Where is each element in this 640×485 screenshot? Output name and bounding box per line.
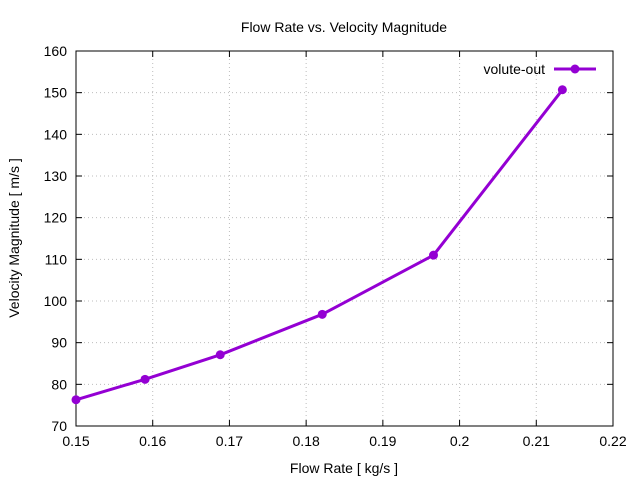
grid-lines [76, 51, 613, 426]
legend-label-volute-out: volute-out [484, 61, 546, 77]
y-tick-label: 160 [44, 43, 68, 59]
data-point-volute-out [140, 374, 150, 384]
data-point-volute-out [557, 85, 567, 95]
plot-frame [75, 50, 614, 427]
data-point-volute-out [71, 395, 81, 405]
x-tick-label: 0.21 [523, 433, 550, 449]
legend: volute-out [484, 61, 596, 77]
y-tick-label: 120 [44, 210, 68, 226]
y-tick-label: 140 [44, 126, 68, 142]
x-tick-label: 0.17 [216, 433, 243, 449]
series-layer [71, 85, 567, 405]
y-axis-title: Velocity Magnitude [ m/s ] [6, 158, 22, 318]
data-point-volute-out [317, 309, 327, 319]
x-tick-label: 0.15 [62, 433, 89, 449]
x-tick-label: 0.16 [139, 433, 166, 449]
series-line-volute-out [75, 88, 564, 402]
chart-title: Flow Rate vs. Velocity Magnitude [241, 19, 447, 35]
y-tick-label: 80 [51, 376, 67, 392]
y-tick-label: 150 [44, 85, 68, 101]
data-point-volute-out [428, 250, 438, 260]
y-tick-label: 90 [51, 335, 67, 351]
y-tick-label: 130 [44, 168, 68, 184]
axis-ticks: 0.15 0.16 0.17 0.18 0.19 0.2 0.21 0.22 70 80 90 100… [44, 43, 627, 449]
x-tick-label: 0.18 [293, 433, 320, 449]
x-axis-title: Flow Rate [ kg/s ] [290, 460, 398, 476]
y-tick-label: 70 [51, 418, 67, 434]
x-tick-label: 0.22 [599, 433, 626, 449]
x-tick-label: 0.2 [450, 433, 470, 449]
y-tick-label: 110 [45, 251, 68, 267]
data-point-volute-out [215, 350, 225, 360]
x-tick-label: 0.19 [369, 433, 396, 449]
legend-marker-volute-out [570, 64, 580, 74]
y-tick-label: 100 [44, 293, 68, 309]
